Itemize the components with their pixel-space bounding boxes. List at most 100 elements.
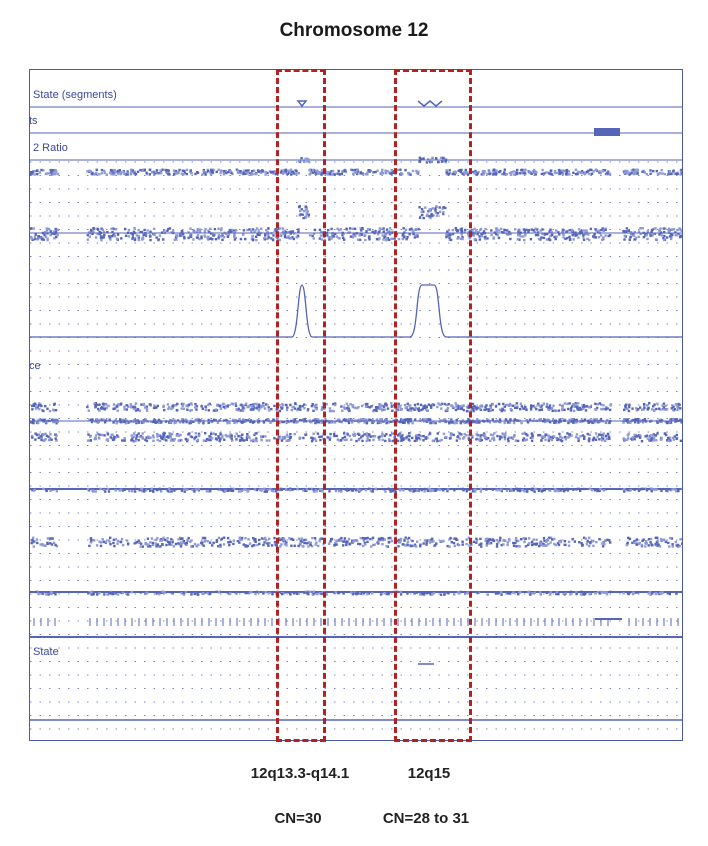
scatter-point xyxy=(177,538,180,541)
scatter-point xyxy=(246,490,249,493)
scatter-point xyxy=(118,489,121,492)
allele-point xyxy=(207,438,211,442)
ratio-point xyxy=(530,172,533,175)
allele-point xyxy=(602,404,605,407)
allele-point xyxy=(130,405,133,408)
scatter-point xyxy=(377,540,380,543)
allele-point xyxy=(520,421,523,425)
allele-point xyxy=(472,409,475,413)
ratio-point xyxy=(412,230,415,234)
scatter-point xyxy=(244,544,247,547)
scatter-point xyxy=(52,591,55,594)
ratio-point xyxy=(679,235,682,239)
ratio-point xyxy=(116,170,120,173)
allele-point xyxy=(436,405,439,409)
scatter-point xyxy=(313,592,316,595)
scatter-point xyxy=(289,489,292,492)
scatter-point xyxy=(320,592,323,596)
allele-point xyxy=(182,402,185,406)
allele-point xyxy=(465,421,468,424)
ratio-point xyxy=(576,172,579,176)
allele-point xyxy=(559,436,562,439)
allele-point xyxy=(32,418,35,421)
ratio-point xyxy=(221,232,224,235)
scatter-point xyxy=(484,538,488,541)
ratio-point xyxy=(543,233,547,236)
ratio-point xyxy=(658,233,661,236)
scatter-point xyxy=(425,541,428,544)
allele-point xyxy=(530,406,533,409)
ratio-point xyxy=(162,238,165,241)
ratio-point xyxy=(445,170,448,174)
allele-point xyxy=(35,404,38,408)
allele-point xyxy=(407,418,411,421)
allele-point xyxy=(598,433,601,436)
ratio-point xyxy=(30,237,33,240)
ratio-point xyxy=(317,170,321,174)
allele-point xyxy=(345,438,348,441)
allele-point xyxy=(257,403,261,406)
ratio-point xyxy=(650,229,654,232)
allele-point xyxy=(626,434,630,437)
scatter-point xyxy=(109,543,112,546)
allele-point xyxy=(381,438,384,442)
allele-point xyxy=(420,408,423,412)
ratio-point xyxy=(88,235,91,238)
ratio-point xyxy=(42,169,45,172)
scatter-point xyxy=(666,591,669,595)
scatter-point xyxy=(218,545,221,548)
ratio-point xyxy=(461,237,464,241)
scatter-point xyxy=(644,487,648,490)
ratio-point xyxy=(534,227,537,230)
ratio-point xyxy=(460,230,464,233)
ratio-point xyxy=(593,232,596,236)
scatter-point xyxy=(478,543,481,547)
allele-point xyxy=(385,421,388,425)
ratio-point xyxy=(601,227,604,230)
ratio-point xyxy=(406,236,409,239)
ratio-point xyxy=(244,172,247,175)
scatter-point xyxy=(628,489,631,492)
ratio-point xyxy=(364,234,367,237)
allele-point xyxy=(344,418,347,421)
ratio-point xyxy=(152,227,156,230)
scatter-point xyxy=(582,536,586,539)
allele-point xyxy=(450,404,453,407)
allele-point xyxy=(141,436,145,439)
ratio-point xyxy=(512,170,515,173)
scatter-point xyxy=(99,541,103,544)
scatter-point xyxy=(215,590,218,593)
scatter-point xyxy=(631,541,634,545)
allele-point xyxy=(483,433,486,437)
ratio-point xyxy=(56,228,60,231)
ratio-point xyxy=(593,236,596,239)
allele-point xyxy=(422,405,425,408)
ratio-point xyxy=(495,169,498,172)
allele-point xyxy=(267,409,271,412)
ratio-point xyxy=(550,169,553,172)
allele-point xyxy=(177,434,181,438)
scatter-point xyxy=(402,489,405,492)
ratio-point xyxy=(331,233,334,236)
ratio-point xyxy=(353,232,356,235)
ratio-point xyxy=(381,168,384,171)
scatter-point xyxy=(247,538,250,541)
allele-point xyxy=(396,439,400,443)
scatter-point xyxy=(509,592,512,595)
allele-point xyxy=(241,406,245,409)
centromere-marker xyxy=(594,128,620,136)
scatter-point xyxy=(252,544,255,547)
ratio-point xyxy=(562,233,565,236)
allele-point xyxy=(596,403,599,406)
ratio-point xyxy=(98,173,101,176)
scatter-point xyxy=(491,538,494,542)
ratio-point xyxy=(166,171,169,175)
region-cn-label-12q13: CN=30 xyxy=(274,810,322,827)
ratio-point xyxy=(445,235,448,239)
ratio-point xyxy=(239,170,242,173)
allele-point xyxy=(103,421,107,424)
ratio-point xyxy=(449,238,453,242)
ratio-point xyxy=(582,234,585,237)
ratio-point xyxy=(343,169,346,172)
allele-point xyxy=(401,420,404,424)
